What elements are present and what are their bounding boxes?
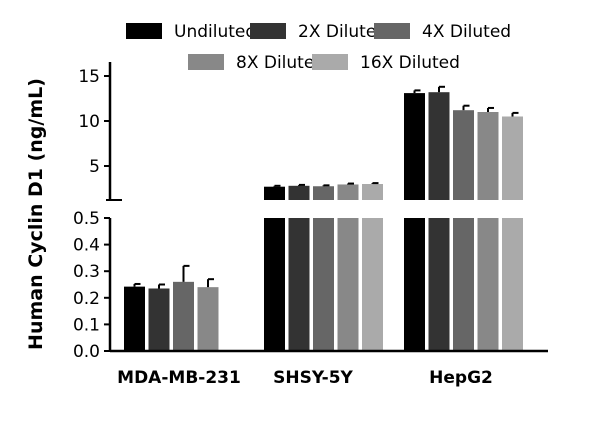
y-axis-title: Human Cyclin D1 (ng/mL) (25, 78, 47, 350)
bar-upper-segment (288, 185, 310, 200)
bar-upper-segment (264, 186, 285, 200)
bar-lower-segment (428, 218, 450, 351)
bar-lower-segment (477, 218, 499, 351)
bar-lower-segment (362, 218, 383, 351)
bar-upper-segment (502, 116, 523, 200)
y-tick-label: 5 (89, 157, 100, 177)
y-tick-label: 0.2 (73, 289, 100, 309)
bar-upper-segment (337, 184, 359, 200)
bar (148, 288, 170, 351)
bar-lower-segment (404, 218, 425, 351)
y-tick-label: 10 (78, 112, 100, 132)
bar (173, 281, 194, 351)
legend-swatch (250, 23, 286, 39)
bar-upper-segment (404, 93, 425, 200)
x-category-label: HepG2 (429, 368, 493, 388)
bar (124, 286, 145, 351)
y-tick-label: 0.0 (73, 342, 100, 362)
bar-lower-segment (313, 218, 334, 351)
bar-lower-segment (337, 218, 359, 351)
legend-swatch (312, 54, 348, 70)
y-tick-label: 0.1 (73, 315, 100, 335)
bar-lower-segment (264, 218, 285, 351)
y-tick-label: 0.4 (73, 236, 100, 256)
y-tick-label: 0.3 (73, 262, 100, 282)
legend-label: 16X Diluted (360, 53, 460, 73)
y-tick-label: 0.5 (73, 209, 100, 229)
bar-lower-segment (453, 218, 474, 351)
legend-swatch (374, 23, 410, 39)
bar-upper-segment (453, 110, 474, 200)
bar-lower-segment (288, 218, 310, 351)
bar-lower-segment (502, 218, 523, 351)
legend-label: Undiluted (174, 22, 256, 42)
bar-upper-segment (362, 184, 383, 200)
bar (197, 287, 219, 351)
bar-upper-segment (428, 92, 450, 200)
bar-upper-segment (477, 112, 499, 200)
legend-swatch (188, 54, 224, 70)
legend-swatch (126, 23, 162, 39)
x-category-label: MDA-MB-231 (117, 368, 241, 388)
legend-label: 4X Diluted (422, 22, 511, 42)
y-tick-label: 15 (78, 67, 100, 87)
legend-label: 2X Diluted (298, 22, 387, 42)
x-category-label: SHSY-5Y (273, 368, 353, 388)
bar-upper-segment (313, 186, 334, 200)
legend-label: 8X Diluted (236, 53, 325, 73)
